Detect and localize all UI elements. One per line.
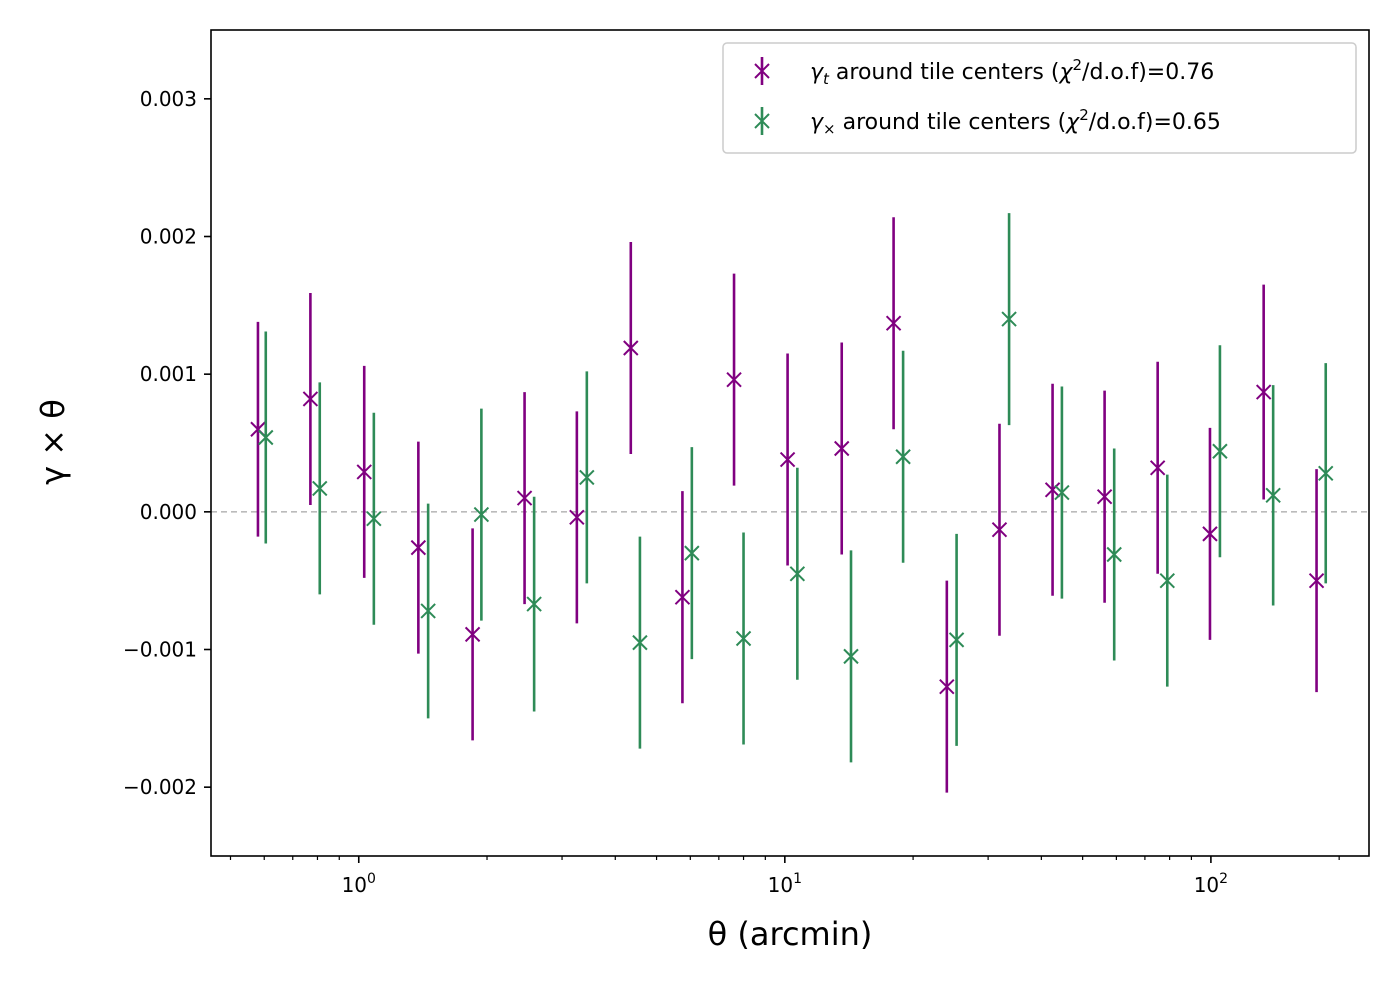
point-gamma_x-7 [632,634,648,651]
point-gamma_x-1 [312,480,328,497]
y-tick-label-1: −0.001 [123,638,197,662]
point-gamma_x-20 [1318,465,1334,481]
point-gamma_x-13 [948,632,965,648]
legend-gamma-t-symbol: γ [810,60,824,85]
point-gamma_t-1 [302,391,319,407]
y-axis-ticks: −0.002 −0.001 0.000 0.001 0.002 0.003 [123,87,211,799]
point-gamma_t-8 [674,589,691,605]
point-gamma_x-8 [684,545,700,561]
y-tick-label-4: 0.002 [140,225,197,249]
plot-area [211,213,1369,793]
point-gamma_t-14 [991,522,1008,538]
legend-marker-gamma-x [754,113,770,129]
point-gamma_t-20 [1308,572,1325,589]
legend: γt around tile centers (χ2/d.o.f)=0.76 γ… [722,42,1357,154]
legend-gamma-t-text: around tile centers ( [829,60,1060,85]
x-axis-ticks: 100 101 102 [229,856,1340,897]
legend-gamma-t-sup: 2 [1073,56,1083,74]
point-gamma_x-17 [1159,572,1175,589]
point-gamma_x-4 [473,506,490,523]
series-gamma_t [250,217,1325,793]
y-tick-label-2: 0.000 [140,500,197,524]
legend-gamma-t-subscript: t [823,70,830,88]
point-gamma_x-9 [735,630,752,647]
x-tick-label-1: 101 [768,871,802,897]
y-tick-label-3: 0.001 [140,362,197,386]
legend-gamma-x-sup: 2 [1079,106,1089,124]
point-gamma_x-14 [1001,311,1017,327]
point-gamma_t-3 [410,539,427,556]
point-gamma_t-11 [834,440,850,457]
legend-gamma-t-tail: /d.o.f)=0.76 [1082,60,1214,85]
x-tick-label-0: 100 [342,871,376,897]
point-gamma_x-3 [420,603,436,619]
y-tick-label-5: 0.003 [140,87,197,111]
point-gamma_x-11 [843,648,859,665]
x-tick-label-2: 102 [1194,871,1228,897]
point-gamma_t-7 [623,340,639,356]
point-gamma_t-6 [569,509,585,526]
series-gamma_x [258,213,1334,763]
legend-gamma-x-symbol: γ [810,110,824,135]
point-gamma_t-10 [779,451,796,468]
legend-box [722,42,1357,154]
point-gamma_x-16 [1106,546,1122,563]
legend-marker-gamma-t [754,63,770,79]
point-gamma_x-19 [1265,487,1281,504]
point-gamma_t-5 [516,490,533,506]
point-gamma_x-15 [1054,484,1070,501]
point-gamma_x-18 [1212,443,1228,459]
point-gamma_x-6 [579,469,595,486]
point-gamma_t-16 [1096,488,1113,505]
legend-entry-gamma-t: γt around tile centers (χ2/d.o.f)=0.76 [754,56,1214,88]
svg-text:γ× around tile centers (χ2/d.: γ× around tile centers (χ2/d.o.f)=0.65 [810,106,1221,138]
legend-entry-gamma-x: γ× around tile centers (χ2/d.o.f)=0.65 [754,106,1221,138]
legend-gamma-x-chi: χ [1065,110,1080,135]
point-gamma_x-12 [895,449,911,465]
point-gamma_x-0 [258,429,274,446]
point-gamma_t-19 [1255,384,1272,400]
point-gamma_t-17 [1149,460,1166,476]
y-tick-label-0: −0.002 [123,775,197,799]
point-gamma_t-2 [356,464,372,480]
legend-gamma-x-text: around tile centers ( [836,110,1067,135]
point-gamma_x-5 [526,596,542,612]
x-axis-label: θ (arcmin) [708,915,873,953]
point-gamma_t-18 [1202,526,1218,542]
legend-gamma-x-tail: /d.o.f)=0.65 [1089,110,1221,135]
legend-gamma-t-chi: χ [1058,60,1073,85]
plot-frame [210,29,1370,857]
point-gamma_x-10 [789,566,806,582]
point-gamma_t-9 [726,371,742,388]
legend-gamma-x-subscript: × [823,120,836,138]
y-axis-label: γ × θ [34,399,72,485]
point-gamma_x-2 [366,511,382,527]
point-gamma_t-4 [464,626,481,643]
svg-text:γt around tile centers (χ2/d.o: γt around tile centers (χ2/d.o.f)=0.76 [810,56,1214,88]
point-gamma_t-12 [885,315,902,331]
point-gamma_t-13 [939,678,955,695]
point-gamma_t-15 [1044,482,1061,498]
